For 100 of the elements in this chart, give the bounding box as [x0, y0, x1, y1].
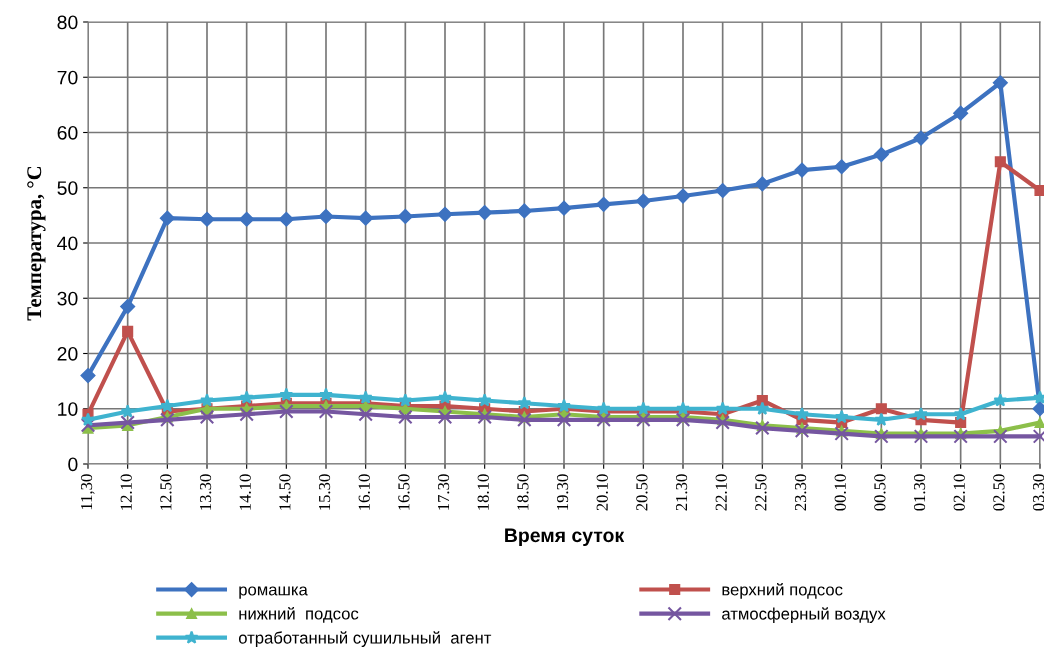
point	[755, 401, 770, 415]
point	[398, 393, 413, 407]
x-tick-label: 18.50	[517, 474, 529, 510]
x-tick-label: 00.50	[874, 474, 886, 511]
point	[953, 406, 968, 421]
legend-label: верхний подсос	[722, 582, 843, 599]
legend-label: отработанный сушильный агент	[238, 631, 492, 647]
point	[437, 409, 453, 425]
point	[319, 387, 333, 402]
x-tick-label: 16.50	[398, 474, 410, 510]
point	[596, 412, 611, 428]
point	[199, 409, 215, 425]
x-tick-label: 11,30	[80, 474, 95, 510]
point	[160, 398, 175, 413]
point	[755, 420, 770, 436]
y-tick-label: 30	[57, 291, 78, 306]
point	[834, 409, 849, 424]
x-tick-label: 23.30	[794, 474, 807, 511]
point	[438, 390, 452, 404]
point	[358, 390, 373, 404]
point	[873, 147, 889, 163]
point	[556, 412, 572, 428]
y-tick-label: 10	[58, 402, 78, 416]
point	[398, 409, 413, 425]
y-tick-label: 0	[68, 457, 78, 472]
point	[517, 395, 532, 410]
point	[994, 156, 1006, 168]
legend-label: атмосферный воздух	[722, 607, 886, 623]
legend-label: ромашка	[239, 586, 308, 599]
point	[477, 205, 493, 221]
point	[120, 298, 136, 315]
point	[318, 404, 334, 419]
point	[913, 130, 929, 146]
y-tick-label: 50	[57, 181, 78, 195]
point	[278, 211, 294, 227]
point	[636, 412, 651, 428]
point	[517, 412, 532, 428]
point	[1034, 417, 1044, 429]
point	[557, 398, 571, 413]
point	[715, 415, 730, 430]
y-axis-title: Температура, °C	[27, 166, 46, 321]
x-tick-label: 12.50	[160, 474, 172, 510]
point	[556, 200, 572, 216]
x-tick-label: 01.30	[913, 474, 926, 511]
point	[754, 176, 770, 192]
x-tick-label: 21.30	[675, 474, 688, 511]
point	[200, 393, 214, 407]
point	[279, 404, 294, 419]
point	[122, 325, 134, 337]
point	[279, 387, 294, 402]
point	[676, 401, 690, 415]
point	[120, 404, 135, 418]
x-tick-label: 02.10	[953, 474, 965, 511]
point	[80, 368, 96, 384]
x-axis-title: Время суток	[505, 528, 625, 547]
point	[675, 188, 691, 204]
point	[1034, 184, 1044, 197]
x-tick-label: 12.10	[120, 474, 132, 510]
x-tick-label: 20.50	[636, 474, 648, 511]
point	[675, 412, 691, 428]
x-tick-label: 22.10	[715, 474, 727, 511]
legend-label: нижний подсос	[239, 607, 359, 623]
point	[477, 393, 492, 407]
y-tick-label: 80	[57, 15, 78, 30]
point	[993, 393, 1008, 407]
point	[397, 208, 413, 225]
point	[992, 75, 1008, 91]
point	[875, 403, 887, 415]
y-tick-label: 70	[57, 70, 78, 85]
y-tick-label: 60	[57, 125, 78, 140]
point	[913, 429, 929, 444]
point	[636, 401, 651, 415]
x-tick-label: 14.50	[279, 474, 291, 510]
point	[834, 426, 849, 441]
point	[239, 211, 255, 227]
point	[874, 412, 889, 426]
point	[953, 429, 968, 444]
point	[477, 409, 492, 425]
point	[635, 193, 651, 209]
point	[160, 412, 175, 428]
x-tick-label: 18.10	[477, 474, 489, 510]
x-tick-label: 03.30	[1032, 474, 1044, 511]
x-tick-label: 02.50	[993, 474, 1005, 511]
x-tick-label: 13.30	[199, 474, 212, 510]
point	[358, 210, 374, 226]
point	[794, 423, 810, 439]
point	[81, 412, 95, 426]
x-tick-label: 00.10	[834, 474, 846, 511]
point	[437, 206, 453, 222]
point	[596, 401, 611, 415]
x-tick-label: 17.30	[437, 474, 450, 510]
y-tick-label: 20	[57, 346, 78, 361]
point	[239, 390, 254, 404]
point	[993, 429, 1008, 444]
x-tick-label: 14.10	[239, 474, 251, 510]
point	[239, 406, 254, 422]
point	[834, 159, 850, 175]
point	[794, 162, 810, 178]
y-tick-label: 40	[57, 236, 78, 251]
point	[358, 406, 373, 422]
